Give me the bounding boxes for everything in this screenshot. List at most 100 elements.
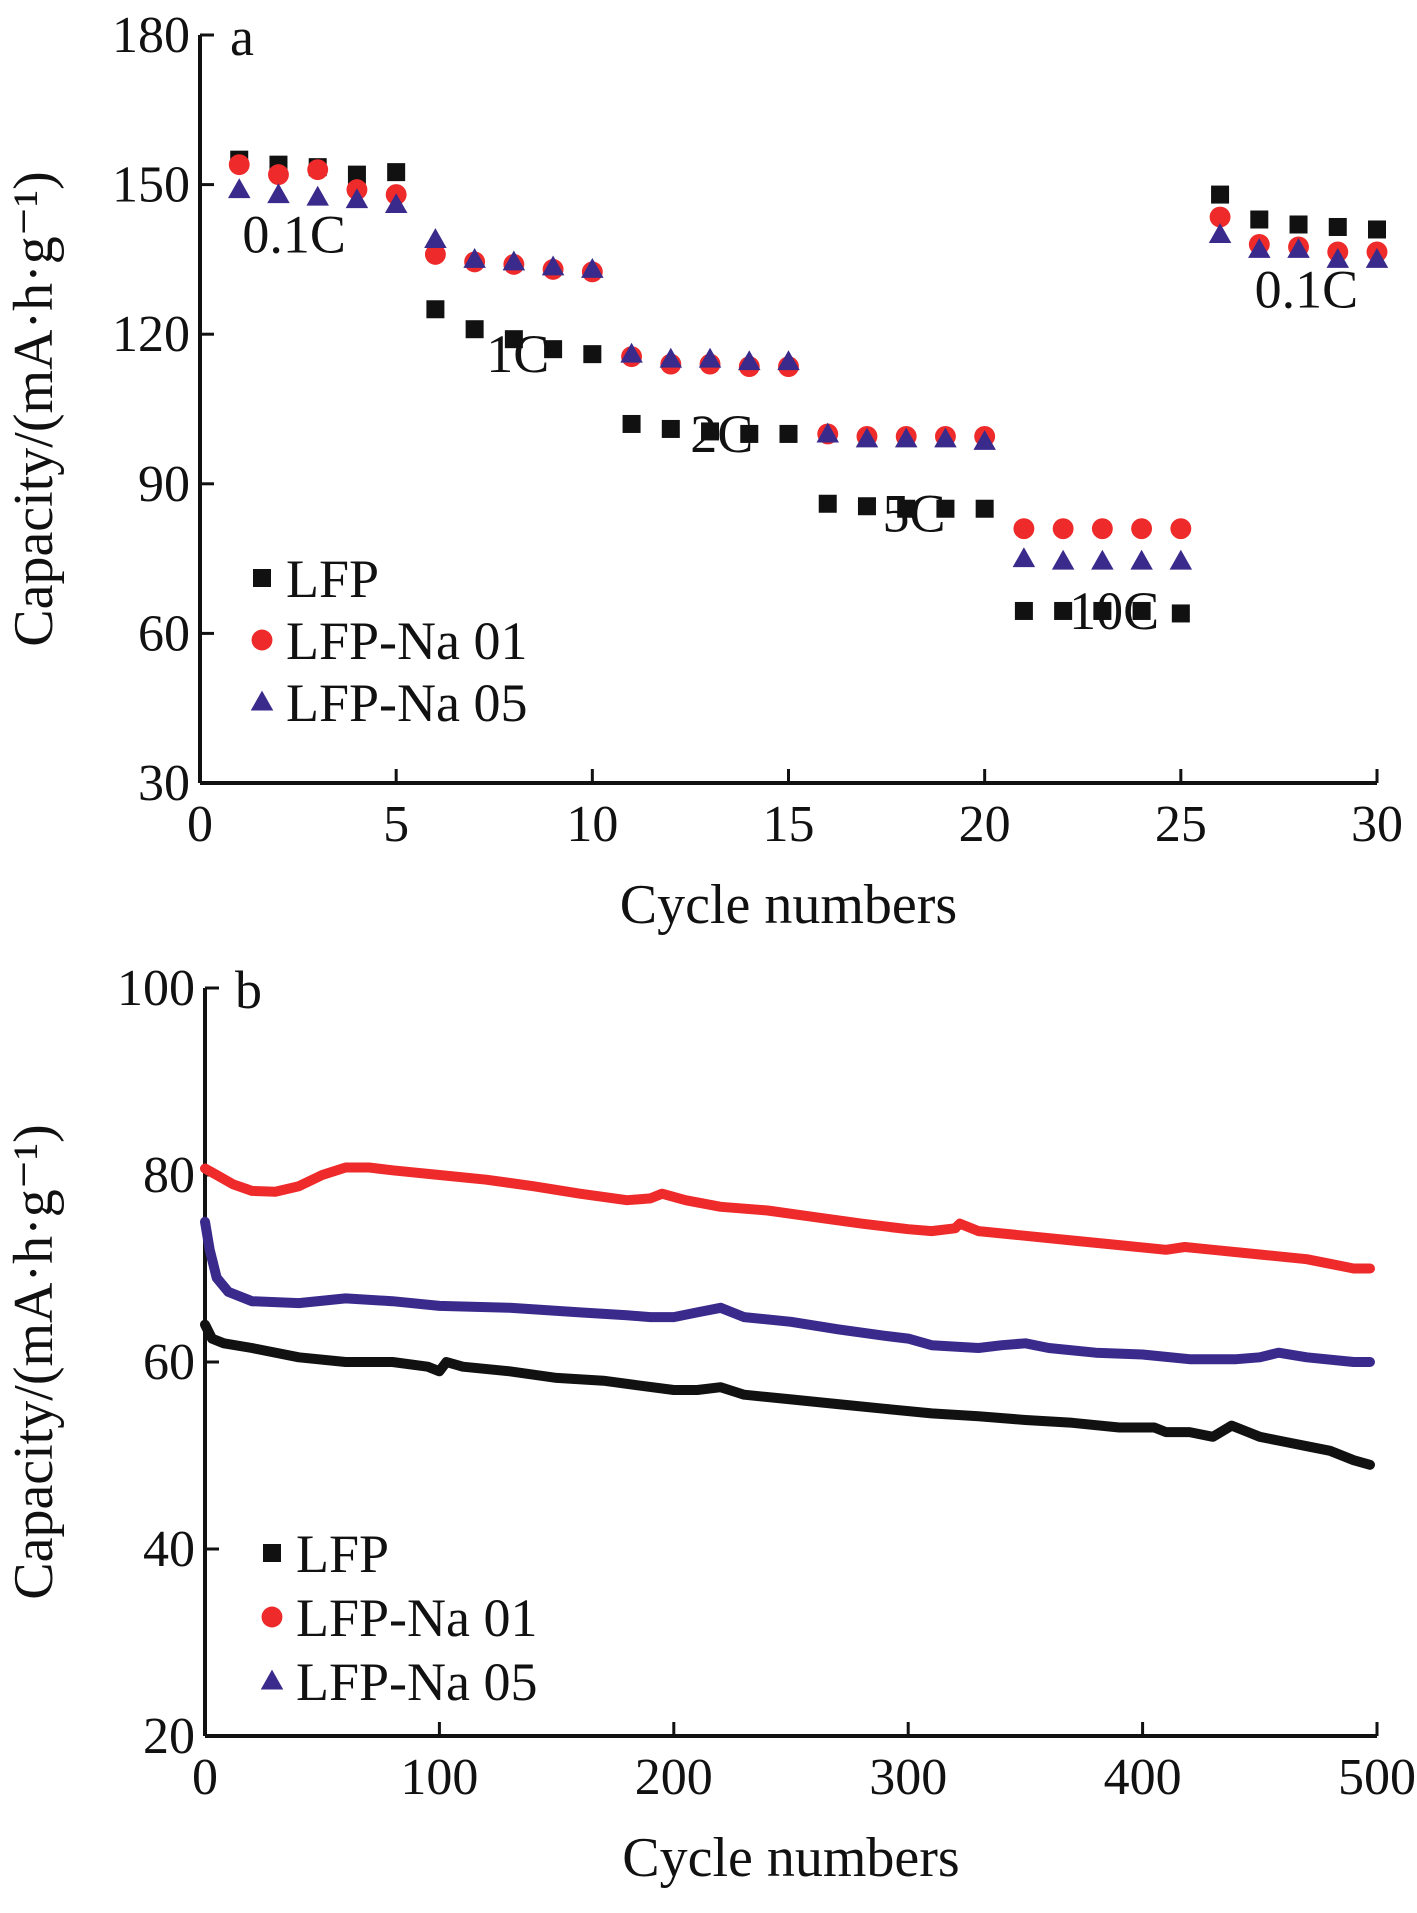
legend-marker	[253, 569, 271, 587]
y-tick-label: 80	[143, 1147, 195, 1204]
x-tick-label: 100	[400, 1749, 478, 1806]
data-point	[1326, 248, 1350, 268]
y-axis-title: Capacity/(mA·h·g⁻¹)	[3, 1124, 65, 1600]
data-point	[504, 330, 523, 349]
data-point	[502, 250, 526, 271]
data-point	[1054, 601, 1073, 620]
legend-label: LFP-Na 01	[286, 611, 528, 671]
data-point	[1328, 217, 1347, 236]
x-tick-label: 0	[187, 796, 213, 853]
data-point	[779, 424, 798, 443]
x-axis-title: Cycle numbers	[620, 874, 957, 936]
data-point	[463, 248, 486, 268]
series-line	[200, 1162, 1375, 1274]
legend-label: LFP-Na 01	[296, 1588, 538, 1648]
data-point	[1365, 248, 1389, 268]
y-tick-label: 30	[138, 755, 190, 812]
y-tick-label: 180	[112, 7, 190, 64]
series-line	[200, 1319, 1375, 1470]
series-lfp-na-01	[200, 1162, 1375, 1274]
data-point	[1289, 215, 1308, 234]
rate-label: 2C	[690, 404, 753, 464]
data-point	[1013, 518, 1035, 540]
data-point	[659, 347, 683, 368]
data-point	[661, 419, 680, 438]
legend-label: LFP-Na 05	[296, 1652, 538, 1712]
data-point	[345, 188, 369, 209]
data-point	[583, 345, 602, 364]
data-point	[897, 499, 916, 518]
data-point	[227, 178, 251, 199]
data-point	[1130, 549, 1153, 570]
data-point	[387, 163, 406, 182]
data-point	[698, 347, 722, 368]
data-point	[934, 427, 957, 448]
data-point	[228, 154, 250, 176]
rate-label: 0.1C	[242, 204, 346, 264]
data-point	[1209, 206, 1231, 228]
data-point	[975, 499, 994, 518]
series-line	[200, 1216, 1375, 1367]
x-tick-label: 25	[1155, 796, 1207, 853]
data-point	[1052, 518, 1074, 540]
data-point	[426, 300, 445, 319]
x-tick-label: 5	[383, 796, 409, 853]
data-point	[1091, 518, 1113, 540]
y-tick-label: 100	[117, 960, 195, 1017]
panel-label: b	[235, 960, 262, 1020]
data-point	[1211, 185, 1230, 204]
data-point	[307, 159, 329, 181]
data-point	[1091, 549, 1114, 570]
y-tick-label: 90	[138, 456, 190, 513]
y-tick-label: 150	[112, 157, 190, 214]
data-point	[973, 430, 996, 450]
data-point	[581, 258, 604, 278]
data-point	[740, 424, 759, 443]
data-point	[1368, 220, 1386, 239]
data-point	[855, 427, 879, 448]
x-tick-label: 15	[763, 796, 815, 853]
data-point	[306, 185, 329, 206]
legend-marker	[260, 1669, 284, 1690]
data-point	[1014, 601, 1033, 620]
series-lfp-na-05	[227, 178, 1389, 570]
data-point	[384, 193, 408, 214]
data-point	[1170, 518, 1192, 540]
data-point	[936, 499, 955, 518]
series-lfp	[230, 150, 1386, 623]
x-axis-title: Cycle numbers	[622, 1827, 959, 1889]
data-point	[622, 414, 641, 433]
y-tick-label: 120	[112, 306, 190, 363]
chart-panel-b: 20 40 60 80 100 0 100 200 300 400 500 Cycle numbers…	[3, 960, 1416, 1889]
x-tick-label: 20	[959, 796, 1011, 853]
x-tick-label: 30	[1351, 796, 1403, 853]
data-point	[1132, 601, 1151, 620]
data-point	[424, 243, 446, 265]
x-tick-label: 10	[566, 796, 618, 853]
legend-label: LFP-Na 05	[286, 673, 528, 733]
data-point	[816, 422, 839, 443]
x-tick-label: 200	[635, 1749, 713, 1806]
data-point	[267, 183, 290, 204]
y-tick-label: 40	[143, 1521, 195, 1578]
y-tick-label: 20	[143, 1708, 195, 1765]
data-point	[1012, 547, 1036, 568]
data-point	[424, 228, 447, 248]
data-point	[1250, 210, 1269, 229]
data-point	[857, 497, 876, 516]
series-lfp	[200, 1319, 1375, 1470]
data-point	[1171, 604, 1190, 623]
x-tick-label: 300	[869, 1749, 947, 1806]
y-tick-label: 60	[138, 605, 190, 662]
data-point	[347, 165, 366, 184]
legend-label: LFP	[286, 549, 379, 609]
data-point	[1093, 601, 1112, 620]
data-point	[738, 350, 761, 371]
data-point	[894, 427, 918, 448]
rate-label: 5C	[883, 484, 946, 544]
data-point	[541, 255, 565, 276]
data-point	[1208, 223, 1232, 243]
data-point	[1051, 549, 1075, 570]
